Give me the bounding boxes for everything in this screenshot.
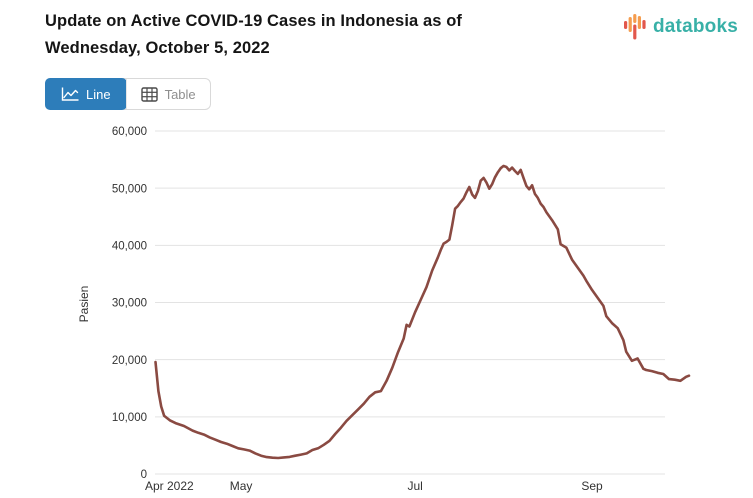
databoks-logo-text: databoks	[652, 16, 738, 37]
y-axis-tick-label: 20,000	[112, 355, 147, 367]
y-axis-tick-label: 10,000	[112, 412, 147, 424]
page-title-line1: Update on Active COVID-19 Cases in Indon…	[45, 12, 462, 30]
view-toggle-group: Line Table	[45, 78, 211, 110]
databoks-logo[interactable]: databoks	[623, 12, 738, 42]
y-axis-tick-label: 60,000	[112, 126, 147, 138]
table-view-label: Table	[164, 86, 196, 102]
x-axis-tick-label: Apr 2022	[145, 479, 194, 493]
databoks-logo-icon	[623, 14, 646, 40]
x-axis-tick-label: May	[230, 479, 253, 493]
table-view-button[interactable]: Table	[125, 79, 210, 109]
line-view-label: Line	[86, 86, 111, 102]
y-axis-tick-label: 50,000	[112, 183, 147, 195]
y-axis-tick-label: 30,000	[112, 298, 147, 310]
page-title: Update on Active COVID-19 Cases in Indon…	[45, 8, 565, 62]
x-axis-tick-label: Jul	[407, 479, 422, 493]
active-cases-line-chart: 0 10,000 20,000 30,000 40,000 50,000 60,000 Apr…	[77, 126, 691, 493]
x-axis-tick-label: Sep	[581, 479, 603, 493]
active-cases-series-line	[154, 164, 691, 460]
page-title-line2: Wednesday, October 5, 2022	[45, 39, 270, 57]
line-view-button[interactable]: Line	[45, 78, 127, 110]
line-chart-icon	[61, 87, 79, 101]
table-icon	[140, 86, 158, 102]
y-axis-title: Pasien	[77, 286, 91, 323]
y-axis-tick-label: 40,000	[112, 241, 147, 253]
y-axis-tick-label: 0	[141, 469, 147, 481]
